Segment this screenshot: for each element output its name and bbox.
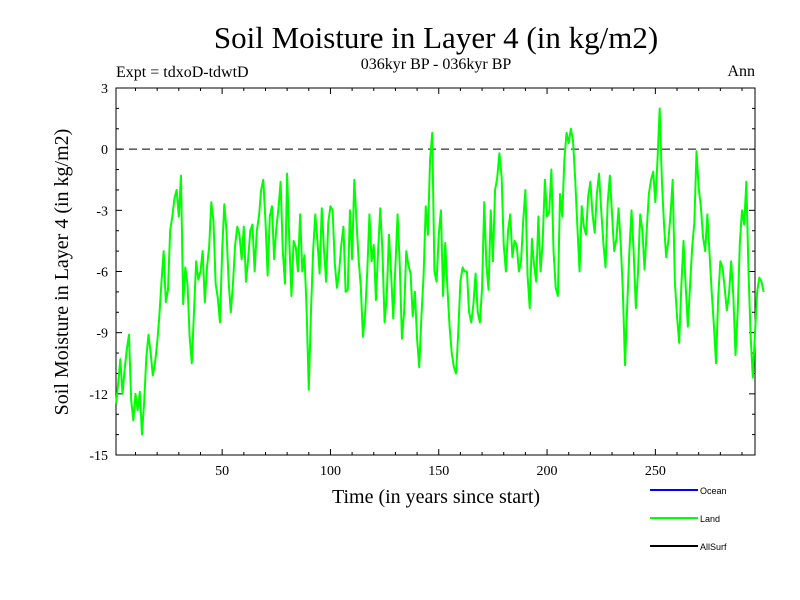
y-tick-label: -15 (89, 449, 108, 464)
y-tick-label: 3 (101, 82, 108, 97)
legend-label-ocean: Ocean (700, 486, 727, 496)
legend-label-land: Land (700, 514, 720, 524)
season-label: Ann (727, 63, 755, 80)
experiment-label: Expt = tdxoD-tdwtD (116, 64, 249, 81)
x-axis-label: Time (in years since start) (332, 486, 540, 508)
y-tick-label: -6 (96, 266, 108, 281)
y-tick-label: -3 (96, 204, 108, 219)
y-tick-label: 0 (101, 143, 108, 158)
x-tick-label: 50 (215, 464, 229, 479)
legend-label-allsurf: AllSurf (700, 542, 727, 552)
y-axis-ticks: 3 0 -3 -6 -9 -12 -15 (89, 82, 755, 464)
legend: Ocean Land AllSurf (650, 486, 727, 552)
x-tick-label: 200 (537, 464, 558, 479)
chart-subtitle: 036kyr BP - 036kyr BP (361, 56, 512, 73)
land-series-line (115, 107, 765, 436)
x-tick-label: 150 (428, 464, 449, 479)
x-tick-label: 100 (320, 464, 341, 479)
y-axis-label: Soil Moisture in Layer 4 (in kg/m2) (51, 129, 73, 416)
y-tick-label: -9 (96, 327, 108, 342)
x-axis-ticks: 50 100 150 200 250 (134, 88, 743, 479)
chart-title: Soil Moisture in Layer 4 (in kg/m2) (214, 20, 658, 55)
x-tick-label: 250 (645, 464, 666, 479)
y-tick-label: -12 (89, 388, 108, 403)
